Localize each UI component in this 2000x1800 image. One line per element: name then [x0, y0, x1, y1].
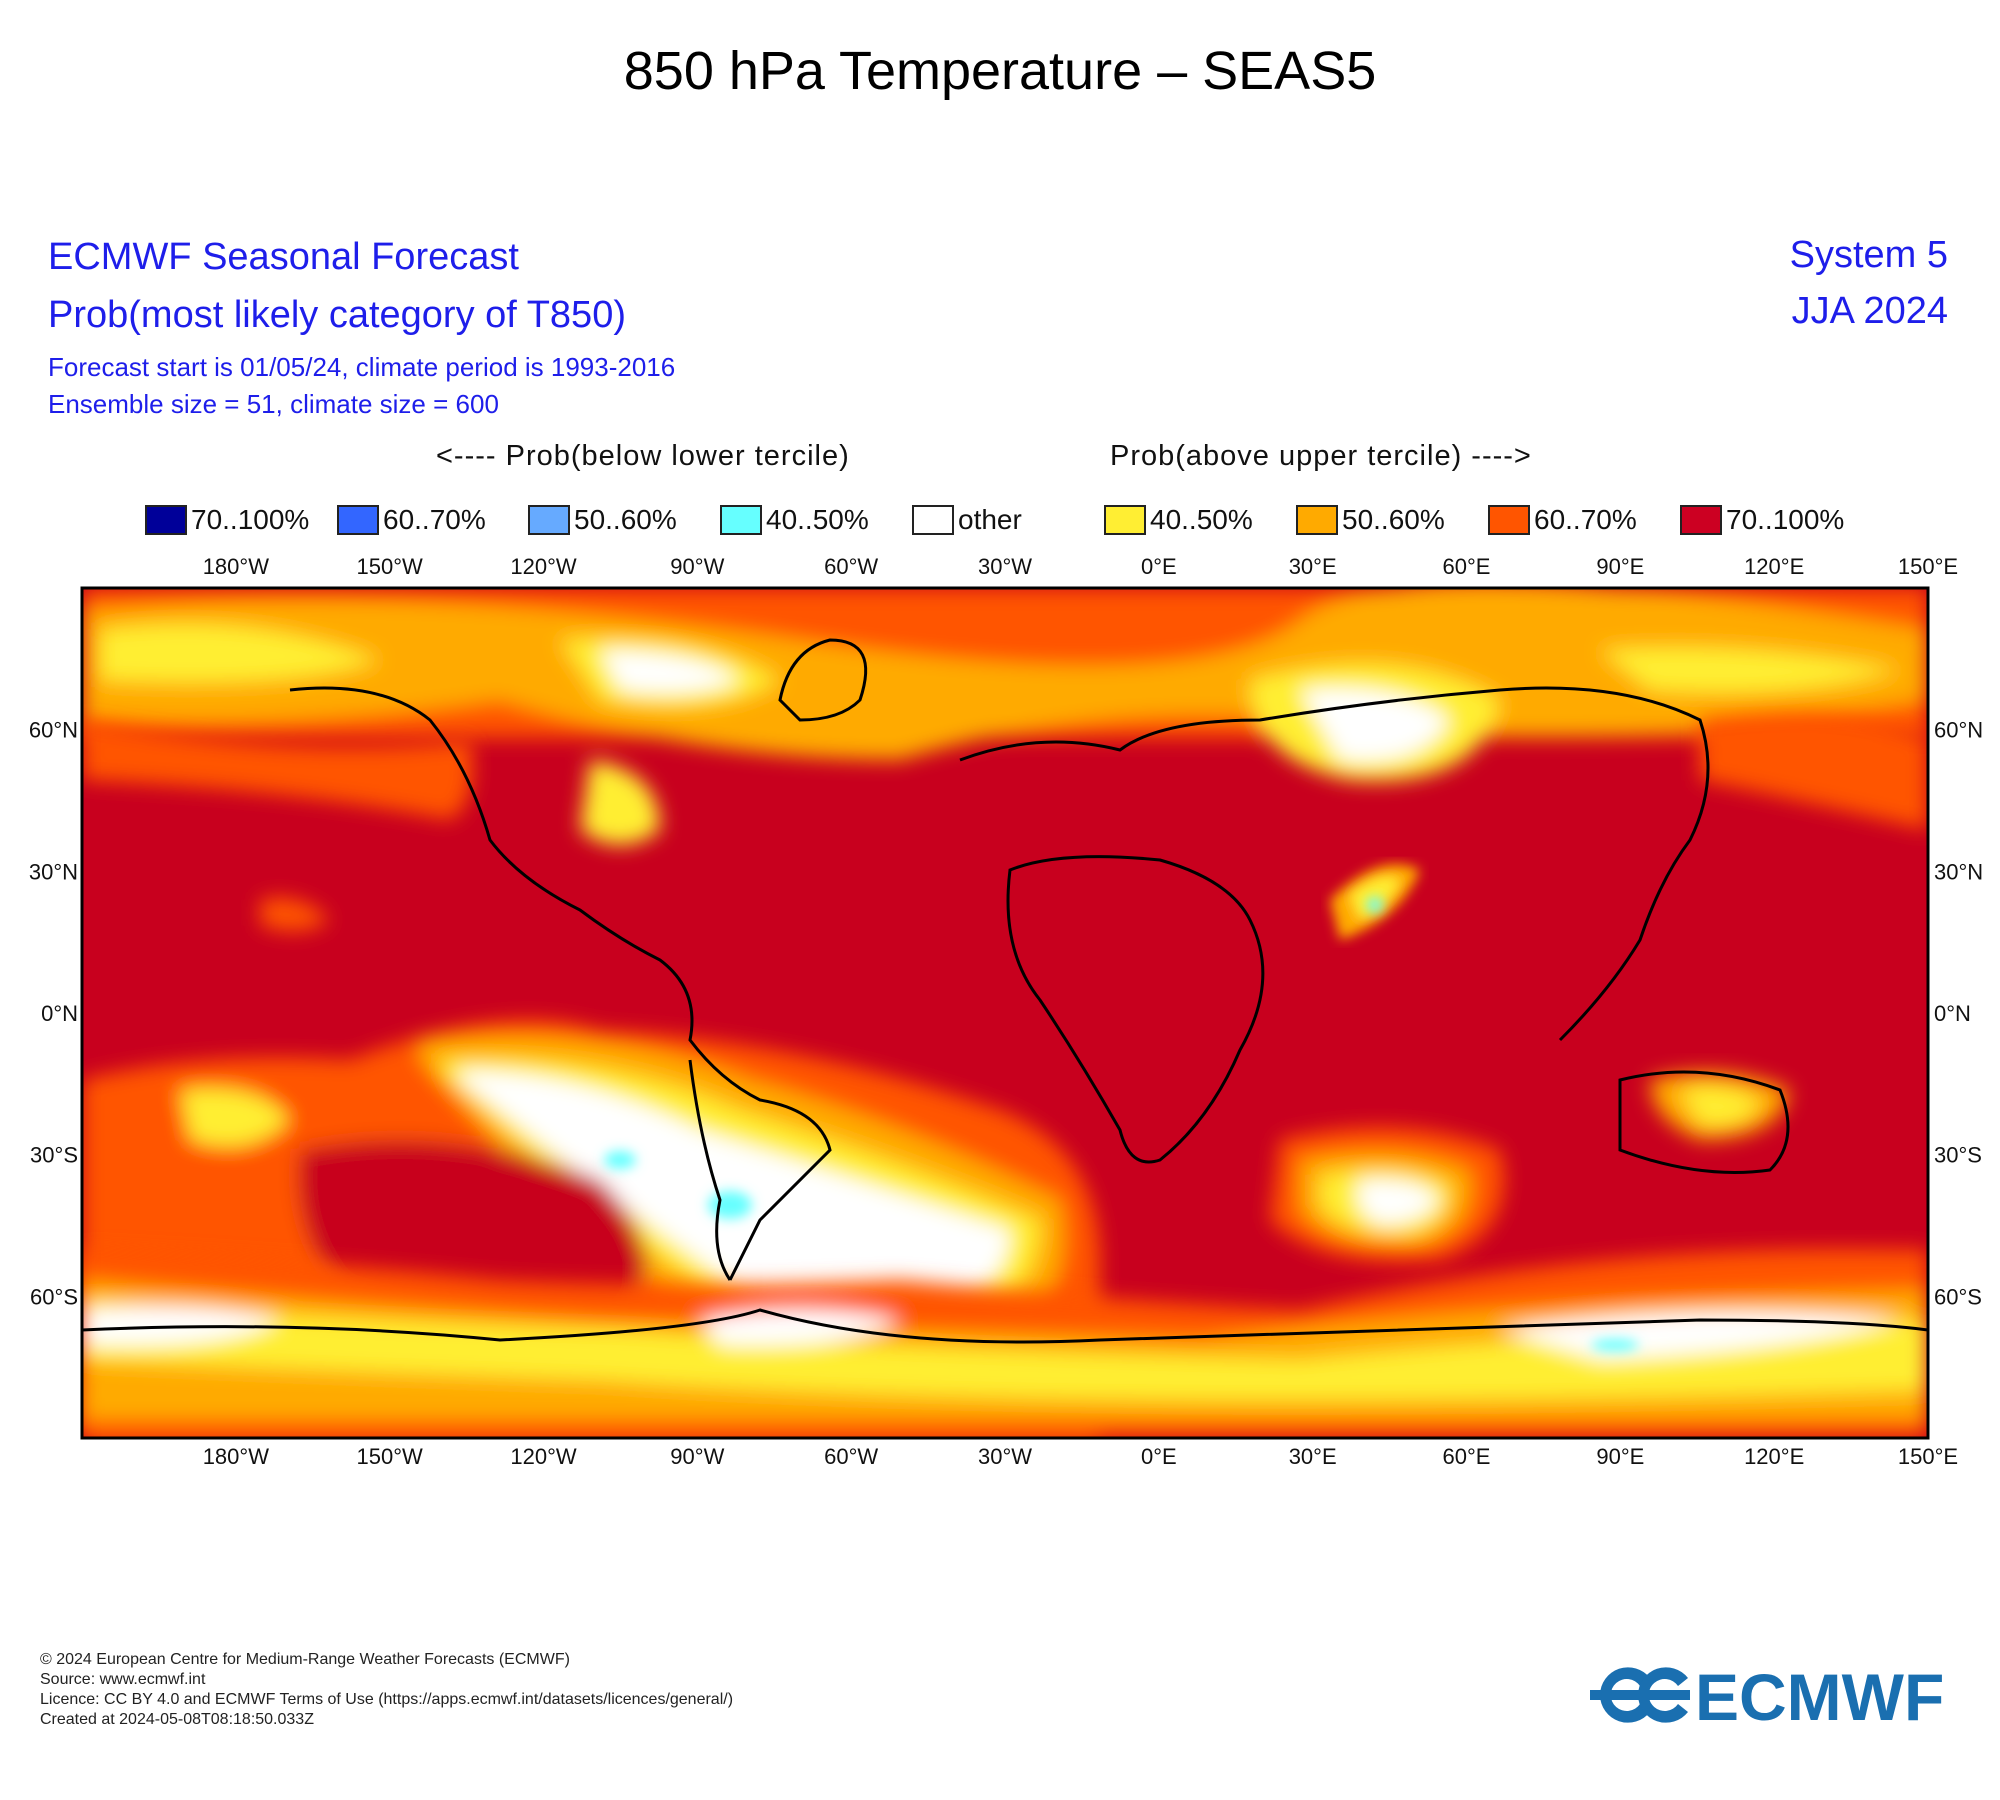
- tick-label: 120°E: [1744, 1444, 1804, 1469]
- tick-label: 120°W: [510, 1444, 577, 1469]
- legend-label: other: [958, 504, 1022, 535]
- legend-item: 60..70%: [1488, 502, 1637, 538]
- tick-label: 60°S: [1934, 1284, 1982, 1309]
- latitude-ticks-right: 60°N 30°N 0°N 30°S 60°S: [1934, 718, 1983, 1310]
- legend-item: 40..50%: [720, 502, 869, 538]
- credit-copyright: © 2024 European Centre for Medium-Range …: [40, 1651, 570, 1668]
- credits: © 2024 European Centre for Medium-Range …: [40, 1650, 733, 1730]
- tick-label: 60°N: [1934, 718, 1983, 743]
- probability-map: 180°W 150°W 120°W 90°W 60°W 30°W 0°E 30°E 60°E 90…: [29, 554, 1983, 1469]
- legend-item: other: [912, 502, 1022, 538]
- logo-text: ECMWF: [1695, 1660, 1944, 1730]
- legend-item: 60..70%: [337, 502, 486, 538]
- tick-label: 30°N: [29, 859, 78, 884]
- above-tercile-label: Prob(above upper tercile) ---->: [1110, 440, 1532, 472]
- tick-label: 30°E: [1289, 1444, 1337, 1469]
- legend-label: 40..50%: [1150, 504, 1253, 535]
- longitude-ticks-bottom: 180°W 150°W 120°W 90°W 60°W 30°W 0°E 30°E 60°E 90…: [203, 1444, 1958, 1469]
- legend-swatch: [1488, 505, 1530, 535]
- legend-label: 60..70%: [383, 504, 486, 535]
- tick-label: 30°S: [30, 1143, 78, 1168]
- legend-swatch: [720, 505, 762, 535]
- header-forecast-start: Forecast start is 01/05/24, climate peri…: [48, 352, 676, 382]
- tick-label: 90°W: [670, 554, 724, 579]
- legend-item: 40..50%: [1104, 502, 1253, 538]
- legend-label: 70..100%: [191, 504, 310, 535]
- tick-label: 0°N: [1934, 1001, 1971, 1026]
- tick-label: 60°N: [29, 718, 78, 743]
- tick-label: 150°E: [1898, 554, 1958, 579]
- tick-label: 60°S: [30, 1284, 78, 1309]
- tick-label: 150°W: [357, 1444, 424, 1469]
- legend-swatch: [528, 505, 570, 535]
- legend-swatch: [1680, 505, 1722, 535]
- legend-item: 50..60%: [528, 502, 677, 538]
- legend-swatch: [337, 505, 379, 535]
- map-frame: [80, 586, 1930, 1440]
- credit-licence: Licence: CC BY 4.0 and ECMWF Terms of Us…: [40, 1691, 734, 1708]
- legend-swatch: [912, 505, 954, 535]
- header-variable: Prob(most likely category of T850): [48, 294, 626, 336]
- legend-label: 40..50%: [766, 504, 869, 535]
- legend-item: 70..100%: [145, 502, 309, 538]
- coastlines: [82, 638, 1928, 1344]
- tick-label: 120°E: [1744, 554, 1804, 579]
- legend-swatch: [1104, 505, 1146, 535]
- legend-label: 70..100%: [1726, 504, 1845, 535]
- tick-label: 150°W: [357, 554, 424, 579]
- tick-label: 0°E: [1141, 554, 1177, 579]
- tick-label: 180°W: [203, 1444, 270, 1469]
- legend-item: 70..100%: [1680, 502, 1844, 538]
- tick-label: 30°S: [1934, 1143, 1982, 1168]
- tick-label: 90°E: [1596, 1444, 1644, 1469]
- chart-title: 850 hPa Temperature – SEAS5: [623, 41, 1377, 101]
- header-forecast-name: ECMWF Seasonal Forecast: [48, 236, 519, 278]
- ecmwf-logo: ECMWF: [1590, 1660, 1944, 1730]
- tick-label: 30°W: [978, 554, 1032, 579]
- header-system: System 5: [1789, 234, 1948, 276]
- legend-label: 50..60%: [1342, 504, 1445, 535]
- tick-label: 150°E: [1898, 1444, 1958, 1469]
- tick-label: 60°E: [1443, 1444, 1491, 1469]
- tick-label: 90°W: [670, 1444, 724, 1469]
- probability-field: [82, 588, 1928, 1438]
- longitude-ticks-top: 180°W 150°W 120°W 90°W 60°W 30°W 0°E 30°E 60°E 90…: [203, 554, 1958, 579]
- legend-label: 60..70%: [1534, 504, 1637, 535]
- tick-label: 30°N: [1934, 859, 1983, 884]
- legend-label: 50..60%: [574, 504, 677, 535]
- legend-item: 50..60%: [1296, 502, 1445, 538]
- tick-label: 60°W: [824, 1444, 878, 1469]
- tick-label: 0°N: [41, 1001, 78, 1026]
- header-season: JJA 2024: [1791, 290, 1948, 332]
- tick-label: 30°E: [1289, 554, 1337, 579]
- tick-label: 180°W: [203, 554, 270, 579]
- legend-swatch: [145, 505, 187, 535]
- tick-label: 90°E: [1596, 554, 1644, 579]
- header-ensemble-size: Ensemble size = 51, climate size = 600: [48, 389, 499, 419]
- legend-swatch: [1296, 505, 1338, 535]
- tick-label: 120°W: [510, 554, 577, 579]
- latitude-ticks-left: 60°N 30°N 0°N 30°S 60°S: [29, 718, 78, 1310]
- tick-label: 60°W: [824, 554, 878, 579]
- credit-source: Source: www.ecmwf.int: [40, 1671, 206, 1688]
- tick-label: 0°E: [1141, 1444, 1177, 1469]
- tick-label: 60°E: [1443, 554, 1491, 579]
- credit-created: Created at 2024-05-08T08:18:50.033Z: [40, 1711, 314, 1728]
- tick-label: 30°W: [978, 1444, 1032, 1469]
- below-tercile-label: <---- Prob(below lower tercile): [436, 440, 850, 472]
